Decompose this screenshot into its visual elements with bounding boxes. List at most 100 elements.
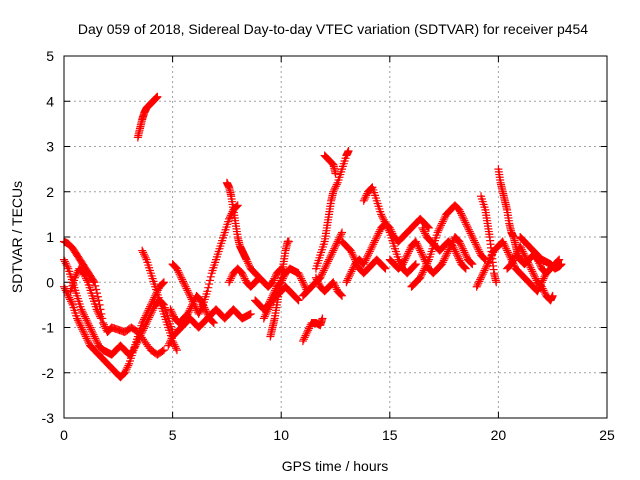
data-point-marker	[474, 245, 483, 254]
data-point-marker	[225, 276, 234, 285]
data-point-marker	[334, 235, 343, 244]
data-point-marker	[510, 252, 519, 261]
data-point-marker	[330, 280, 339, 289]
data-point-marker	[302, 329, 311, 338]
data-point-marker	[423, 259, 432, 268]
data-point-marker	[510, 254, 519, 263]
data-point-marker	[242, 255, 251, 264]
series-s13	[251, 264, 312, 314]
data-point-marker	[345, 271, 354, 280]
data-point-marker	[64, 291, 73, 300]
data-point-marker	[500, 241, 509, 250]
data-point-marker	[440, 213, 449, 222]
data-point-marker	[344, 147, 353, 156]
data-point-marker	[419, 253, 428, 262]
data-point-marker	[262, 309, 271, 318]
data-point-marker	[311, 273, 320, 282]
data-point-marker	[78, 325, 87, 334]
data-point-marker	[203, 310, 212, 319]
data-point-marker	[144, 306, 153, 315]
data-point-marker	[123, 363, 132, 372]
data-point-marker	[347, 267, 356, 276]
data-point-marker	[317, 271, 326, 280]
data-point-marker	[93, 337, 102, 346]
data-point-marker	[378, 213, 387, 222]
data-point-marker	[93, 292, 102, 301]
data-point-marker	[170, 340, 179, 349]
data-point-marker	[501, 242, 510, 251]
data-point-marker	[438, 258, 447, 267]
data-point-marker	[83, 336, 92, 345]
data-point-marker	[141, 311, 150, 320]
data-point-marker	[504, 250, 513, 259]
data-point-marker	[361, 256, 370, 265]
series-s5	[133, 92, 162, 142]
data-point-marker	[331, 283, 340, 292]
data-point-marker	[332, 239, 341, 248]
y-tick-label: 2	[46, 184, 54, 200]
data-point-marker	[88, 328, 97, 337]
data-point-marker	[187, 302, 196, 311]
data-point-marker	[177, 273, 186, 282]
data-point-marker	[138, 318, 147, 327]
data-point-marker	[329, 187, 338, 196]
data-point-marker	[478, 270, 487, 279]
data-point-marker	[233, 201, 242, 210]
data-point-marker	[122, 365, 131, 374]
data-point-marker	[480, 254, 489, 263]
data-point-marker	[79, 269, 88, 278]
data-point-marker	[238, 271, 247, 280]
data-point-marker	[398, 260, 407, 269]
data-point-marker	[348, 250, 357, 259]
data-point-marker	[79, 310, 88, 319]
data-point-marker	[466, 229, 475, 238]
data-point-marker	[372, 233, 381, 241]
data-point-marker	[523, 258, 532, 267]
data-point-marker	[461, 264, 470, 273]
data-point-marker	[360, 194, 369, 203]
data-point-marker	[324, 255, 333, 264]
data-point-marker	[75, 319, 84, 328]
data-point-marker	[300, 333, 309, 342]
data-point-marker	[65, 293, 74, 302]
data-point-marker	[188, 300, 197, 309]
data-point-marker	[528, 267, 537, 276]
data-point-marker	[244, 259, 253, 268]
data-point-marker	[410, 261, 419, 270]
data-point-marker	[346, 246, 355, 255]
data-point-marker	[347, 248, 356, 257]
data-point-marker	[435, 224, 444, 233]
data-point-marker	[417, 270, 426, 279]
data-point-marker	[539, 286, 548, 295]
data-point-marker	[385, 223, 394, 232]
data-point-marker	[399, 258, 408, 267]
data-point-marker	[374, 229, 383, 238]
data-point-marker	[91, 281, 100, 290]
data-point-marker	[318, 268, 327, 277]
data-point-marker	[318, 270, 327, 279]
data-point-marker	[467, 231, 476, 240]
data-point-marker	[166, 305, 175, 314]
data-point-marker	[387, 227, 396, 236]
data-point-marker	[417, 248, 426, 257]
data-point-marker	[271, 272, 280, 281]
data-point-marker	[171, 342, 180, 351]
data-point-marker	[336, 290, 345, 299]
data-point-marker	[120, 368, 129, 377]
data-point-marker	[263, 307, 272, 316]
data-point-marker	[364, 249, 373, 258]
data-point-marker	[527, 265, 536, 274]
data-point-marker	[96, 312, 105, 321]
data-point-marker	[455, 256, 464, 265]
data-point-marker	[206, 272, 215, 281]
data-point-marker	[185, 306, 194, 315]
data-point-marker	[180, 280, 189, 289]
data-point-marker	[70, 273, 79, 282]
data-point-marker	[174, 268, 183, 277]
data-point-marker	[468, 260, 477, 269]
data-point-marker	[159, 278, 168, 287]
data-point-marker	[301, 331, 310, 340]
data-point-marker	[124, 361, 133, 370]
data-point-marker	[266, 299, 275, 308]
data-point-marker	[172, 346, 181, 355]
